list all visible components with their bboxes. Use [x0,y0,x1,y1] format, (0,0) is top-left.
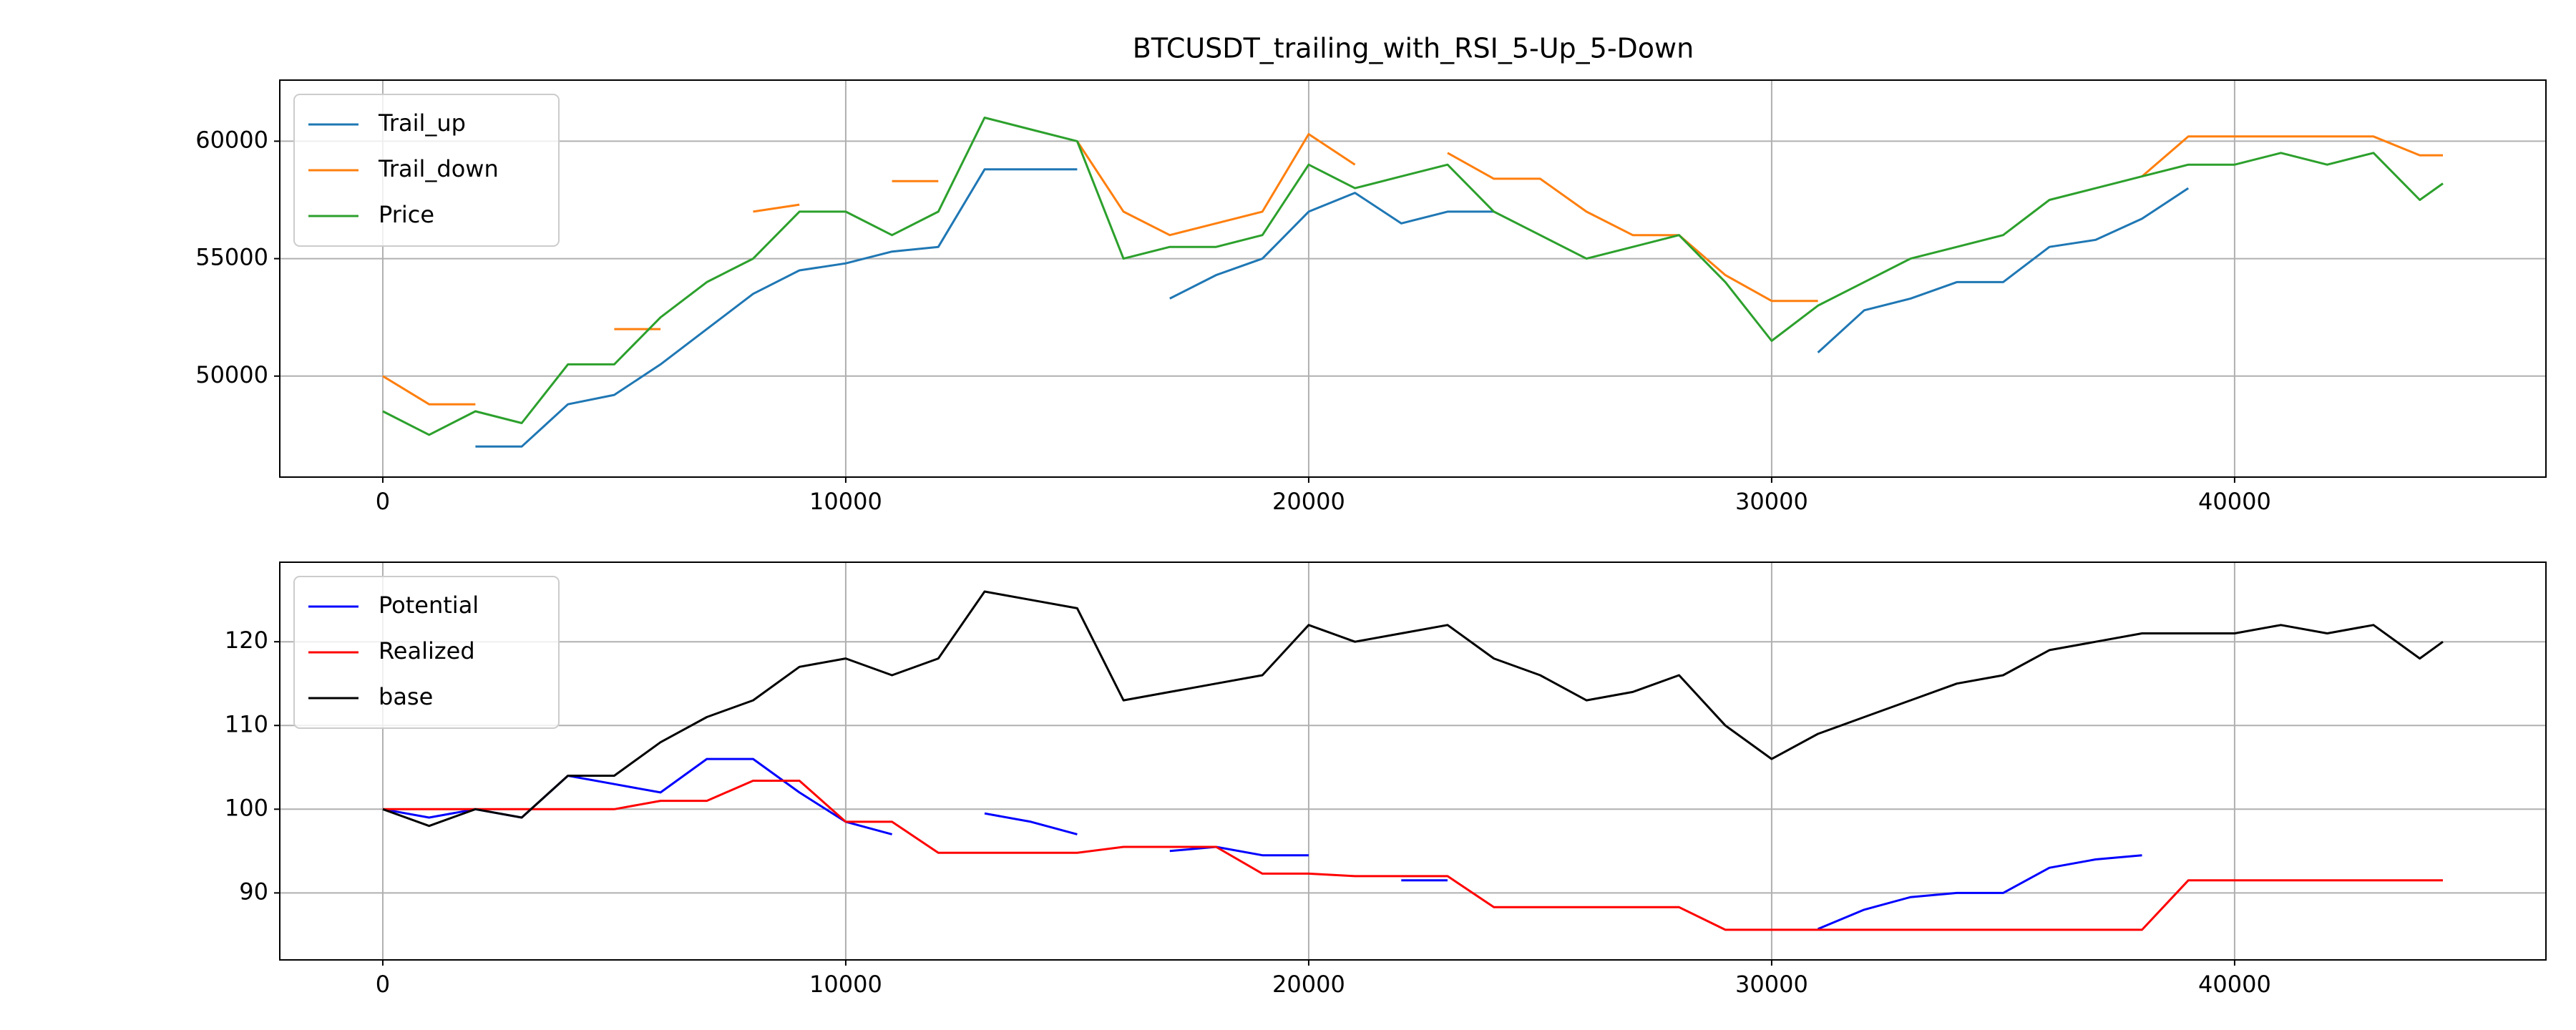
x-tick-label: 40000 [2198,971,2271,998]
series-line [475,168,2190,448]
y-tick-label: 55000 [195,244,268,271]
legend-label: base [379,683,433,710]
legend-box [293,94,560,247]
y-tick-label: 120 [225,627,268,654]
x-tick-label: 30000 [1735,488,1808,515]
series-line [383,780,2443,931]
plot-frame [279,79,2547,478]
legend-box [293,576,560,729]
x-tick-label: 10000 [809,488,882,515]
y-tick-label: 50000 [195,361,268,388]
legend-label: Price [379,201,434,228]
y-tick-label: 90 [239,878,268,905]
x-tick-label: 10000 [809,971,882,998]
legend-label: Realized [379,637,475,664]
y-tick-label: 60000 [195,126,268,153]
x-tick-label: 20000 [1272,971,1345,998]
x-tick-label: 40000 [2198,488,2271,515]
series-line [382,757,2142,931]
chart-title: BTCUSDT_trailing_with_RSI_5-Up_5-Down [1133,33,1694,64]
legend-label: Potential [379,592,479,619]
y-tick-label: 100 [225,794,268,821]
series-line [382,590,2444,828]
x-tick-label: 30000 [1735,971,1808,998]
series-line [382,133,2443,406]
x-tick-label: 0 [376,971,390,998]
legend-label: Trail_down [378,155,499,182]
x-tick-label: 0 [376,488,390,515]
y-tick-label: 110 [225,710,268,737]
series-line [382,117,2444,436]
plot-frame [279,561,2547,961]
x-tick-label: 20000 [1272,488,1345,515]
legend-label: Trail_up [378,109,466,137]
